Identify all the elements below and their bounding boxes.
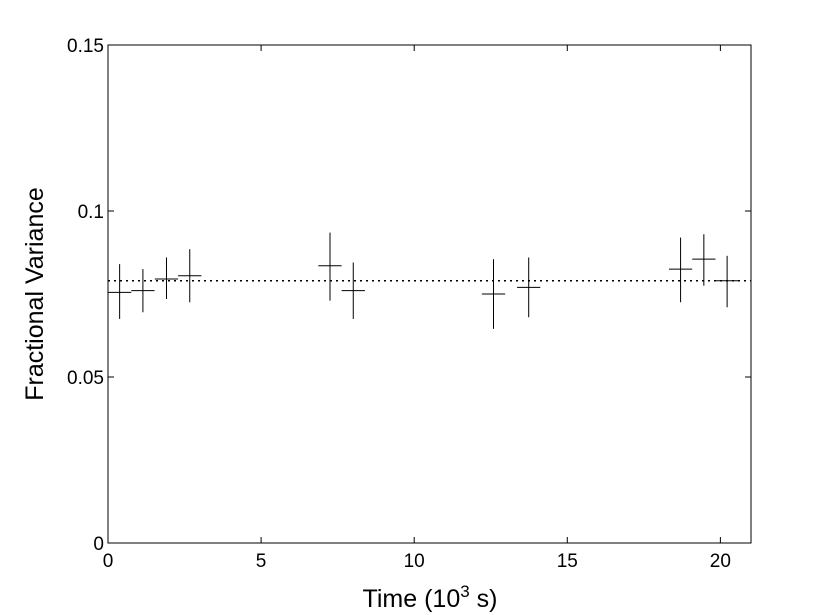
data-point bbox=[517, 257, 541, 318]
x-tick-label: 15 bbox=[557, 551, 578, 572]
data-point bbox=[178, 249, 202, 303]
y-tick-label: 0.15 bbox=[67, 36, 104, 57]
x-axis-ticks: 0 5 10 15 20 bbox=[103, 45, 731, 572]
y-tick-label: 0.05 bbox=[67, 368, 104, 389]
x-axis-title: Time (103 s) bbox=[363, 582, 498, 613]
data-point bbox=[692, 234, 716, 286]
x-tick-label: 0 bbox=[103, 551, 114, 572]
y-tick-label: 0.1 bbox=[78, 202, 104, 223]
y-axis-ticks: 0 0.05 0.1 0.15 bbox=[67, 36, 751, 555]
plot-frame bbox=[107, 44, 752, 544]
x-tick-label: 20 bbox=[710, 551, 731, 572]
x-tick-label: 10 bbox=[404, 551, 425, 572]
data-point bbox=[341, 262, 365, 319]
x-tick-label: 5 bbox=[256, 551, 267, 572]
data-point bbox=[318, 232, 342, 301]
data-point bbox=[481, 259, 506, 329]
data-point bbox=[715, 255, 739, 308]
x-axis-title-superscript: 3 bbox=[460, 582, 469, 601]
y-axis-title: Fractional Variance bbox=[21, 187, 49, 401]
data-point bbox=[154, 257, 179, 299]
y-tick-label: 0 bbox=[93, 534, 104, 555]
data-point bbox=[131, 269, 155, 313]
data-points bbox=[108, 232, 739, 329]
data-point bbox=[668, 237, 693, 303]
data-point bbox=[108, 264, 132, 319]
x-axis-title-suffix: s) bbox=[470, 585, 498, 613]
